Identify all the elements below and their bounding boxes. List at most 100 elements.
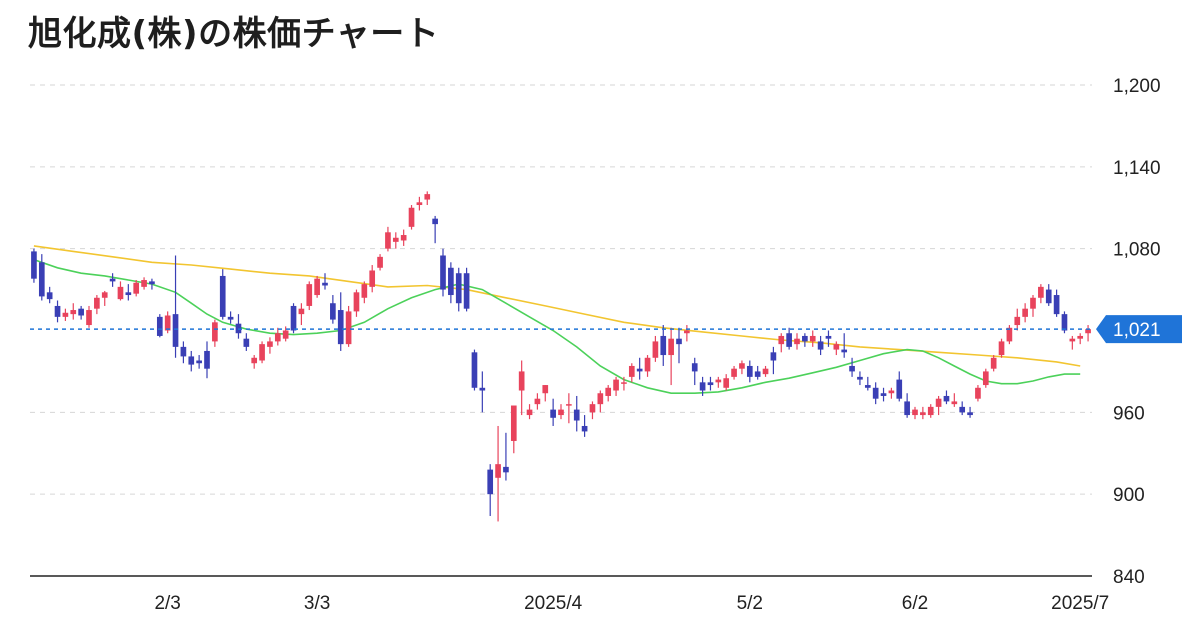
x-tick-label: 5/2 — [737, 593, 763, 614]
candle-body — [589, 404, 596, 413]
candle — [754, 365, 761, 380]
candle — [432, 215, 438, 244]
candle-body — [715, 379, 722, 383]
candle — [920, 406, 926, 420]
candle-body — [290, 305, 297, 331]
candle-body — [1069, 338, 1076, 342]
candle — [1077, 333, 1084, 345]
candle — [204, 341, 210, 379]
candle — [589, 401, 596, 420]
candle — [1085, 325, 1091, 342]
candle — [896, 371, 903, 402]
candle-body — [786, 333, 792, 347]
candle — [762, 365, 769, 377]
candle — [1069, 335, 1076, 350]
candle — [998, 338, 1005, 358]
candle-body — [54, 305, 61, 317]
candle — [573, 395, 580, 432]
y-tick-label: 960 — [1113, 403, 1145, 424]
candle-body — [943, 395, 950, 402]
candle-body — [424, 194, 431, 200]
candle-body — [959, 406, 966, 413]
candle — [400, 229, 407, 246]
candle-body — [975, 387, 981, 399]
x-tick-label: 3/3 — [304, 593, 330, 614]
candle-body — [982, 371, 989, 386]
candle-body — [243, 338, 250, 347]
candle-body — [1038, 286, 1044, 298]
candle-body — [754, 371, 761, 377]
candle — [786, 327, 792, 350]
candle — [70, 303, 77, 320]
candle-body — [282, 330, 289, 339]
candle — [259, 341, 265, 364]
candle-body — [542, 385, 549, 394]
candle-body — [550, 409, 556, 418]
candle-body — [762, 368, 769, 375]
candle-body — [927, 406, 934, 416]
x-axis: 2/3 3/3 2025/4 5/2 6/2 2025/7 — [30, 575, 1109, 614]
candle-body — [770, 352, 777, 361]
y-tick-label: 1,200 — [1113, 76, 1161, 97]
candle — [566, 393, 572, 424]
candle-body — [707, 382, 714, 386]
candle-body — [503, 466, 509, 473]
candle — [636, 357, 643, 380]
candle — [274, 327, 281, 346]
candle-body — [227, 316, 234, 320]
candle — [699, 376, 706, 396]
candle-body — [259, 344, 265, 361]
candle-body — [141, 280, 147, 287]
candle-body — [188, 356, 195, 365]
candle — [243, 333, 250, 351]
candle — [62, 308, 69, 321]
y-tick-label: 900 — [1113, 485, 1145, 506]
candle-body — [628, 365, 635, 377]
candle — [54, 300, 61, 323]
candle — [542, 385, 549, 402]
candle — [982, 368, 989, 388]
candle — [1045, 284, 1052, 306]
moving-average-long — [33, 245, 1081, 367]
candle — [817, 335, 824, 356]
candle — [31, 248, 37, 283]
candle — [125, 284, 132, 301]
candle-body — [274, 333, 281, 342]
candle — [94, 295, 100, 315]
candle — [1053, 289, 1060, 317]
candle-body — [558, 409, 564, 416]
candle-body — [581, 425, 588, 432]
candle — [290, 303, 297, 334]
candle-body — [833, 344, 840, 350]
candle — [825, 330, 832, 347]
candle — [904, 393, 910, 418]
candle-body — [330, 303, 336, 320]
candle — [558, 404, 564, 420]
candle-body — [636, 368, 643, 372]
candle-body — [802, 335, 808, 342]
candle — [156, 314, 163, 338]
candle — [440, 248, 446, 297]
candle — [149, 278, 155, 290]
candle — [38, 254, 45, 301]
candle — [212, 319, 218, 347]
candle — [833, 341, 840, 356]
candle-body — [518, 371, 525, 391]
candle — [880, 387, 887, 402]
candle-body — [967, 412, 973, 416]
candle — [668, 327, 674, 386]
candle — [267, 337, 273, 354]
candle-body — [251, 357, 258, 364]
candle — [864, 376, 871, 391]
candle — [408, 205, 415, 230]
candle-body — [62, 312, 69, 317]
candle-body — [172, 314, 179, 347]
candle — [943, 390, 950, 405]
candle-body — [746, 365, 753, 377]
candle — [652, 335, 659, 362]
last-price-line: 1,021 — [30, 315, 1182, 344]
candle-body — [361, 284, 368, 298]
candle-body — [471, 352, 478, 388]
candle-body — [951, 401, 958, 405]
